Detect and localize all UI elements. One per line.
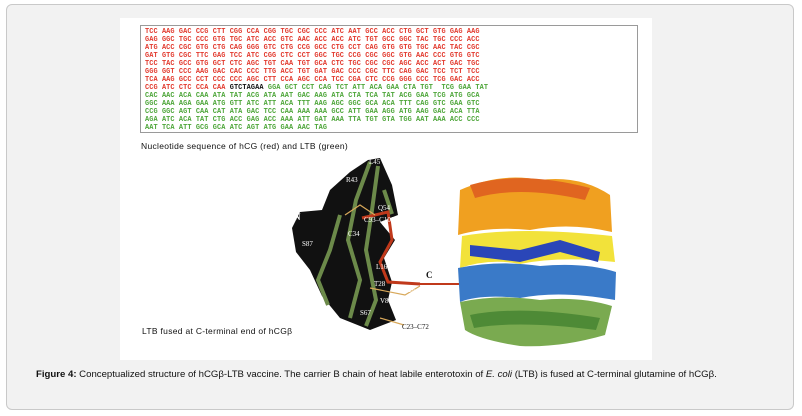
bond-label: C93–C100 (364, 216, 395, 224)
sequence-line: TCC AAG GAC CCG CTT CGG CCA CGG TGC CGC … (145, 28, 480, 36)
sequence-line: CAC AAC ACA CAA ATA TAT ACG ATA AAT GAC … (145, 92, 480, 100)
sequence-line: CCG ATC CTC CCA CAA GTCTAGAA GGA GCT CCT… (145, 84, 633, 92)
residue-label: L45 (369, 158, 381, 166)
residue-label: L16 (376, 263, 388, 271)
sequence-line: GGG GGT CCC AAG GAC CAC CCC TTG ACC TGT … (145, 68, 480, 76)
bond-label: C26–C110 (404, 286, 435, 294)
bond-label: C23–C72 (402, 323, 429, 331)
hcg-strands (315, 161, 394, 327)
caption-label: Figure 4: (36, 369, 77, 380)
linker (361, 210, 421, 286)
residue-label: Q54 (378, 204, 391, 212)
sequence-line: ATG ACC CGC GTG CTG CAG GGG GTC CTG CCG … (145, 44, 480, 52)
sequence-segment: GGA GCT CCT CAG TCT ATT ACA GAA CTA TGT … (263, 84, 489, 92)
sequence-line: AGA ATC ACA TAT CTG ACC GAG ACC AAA ATT … (145, 116, 480, 124)
sequence-line: TCC TAC GCC GTG GCT CTC AGC TGT CAA TGT … (145, 60, 480, 68)
sequence-line: TCA AAG GCC CCT CCC CCC AGC CTT CCA AGC … (145, 76, 480, 84)
residue-label: P50 (394, 184, 405, 192)
sequence-segment: GTCTAGAA (229, 84, 264, 92)
residue-label: S87 (302, 240, 313, 248)
sequence-line: CCG GGC AGT CAA CAT ATA GAC TCC CAA AAA … (145, 108, 480, 116)
residue-label: V80 (380, 297, 393, 305)
caption-text: (LTB) is fused at C-terminal glutamine o… (512, 369, 717, 380)
diagram-caption: LTB fused at C-terminal end of hCGβ (142, 326, 293, 336)
sequence-box: TCC AAG GAC CCG CTT CGG CCA CGG TGC CGC … (140, 25, 638, 133)
c-terminus-label: C (426, 270, 433, 280)
sequence-segment: CCG ATC CTC CCA CAA (145, 84, 230, 92)
sequence-line: GAG GGC TGC CCC GTG TGC ATC ACC GTC AAC … (145, 36, 480, 44)
figure-caption: Figure 4: Conceptualized structure of hC… (36, 368, 776, 381)
ltb-ribbons (458, 177, 616, 347)
disulfide-bonds (344, 204, 421, 326)
sequence-line: GAT GTG CGC TTC GAG TCC ATC CGG CTC CCT … (145, 52, 480, 60)
caption-text: Conceptualized structure of hCGβ-LTB vac… (76, 369, 486, 380)
sequence-line: AAT TCA ATT GCG GCA ATC AGT ATG GAA AAC … (145, 124, 328, 132)
residue-label: C34 (348, 230, 360, 238)
residue-label: T28 (374, 280, 386, 288)
residue-label: R43 (346, 176, 358, 184)
sequence-caption: Nucleotide sequence of hCG (red) and LTB… (141, 141, 349, 151)
n-terminus-label: N (294, 212, 301, 222)
residue-label: S67 (360, 309, 371, 317)
caption-italic: E. coli (485, 369, 513, 380)
sequence-line: GGC AAA AGA GAA ATG GTT ATC ATT ACA TTT … (145, 100, 480, 108)
